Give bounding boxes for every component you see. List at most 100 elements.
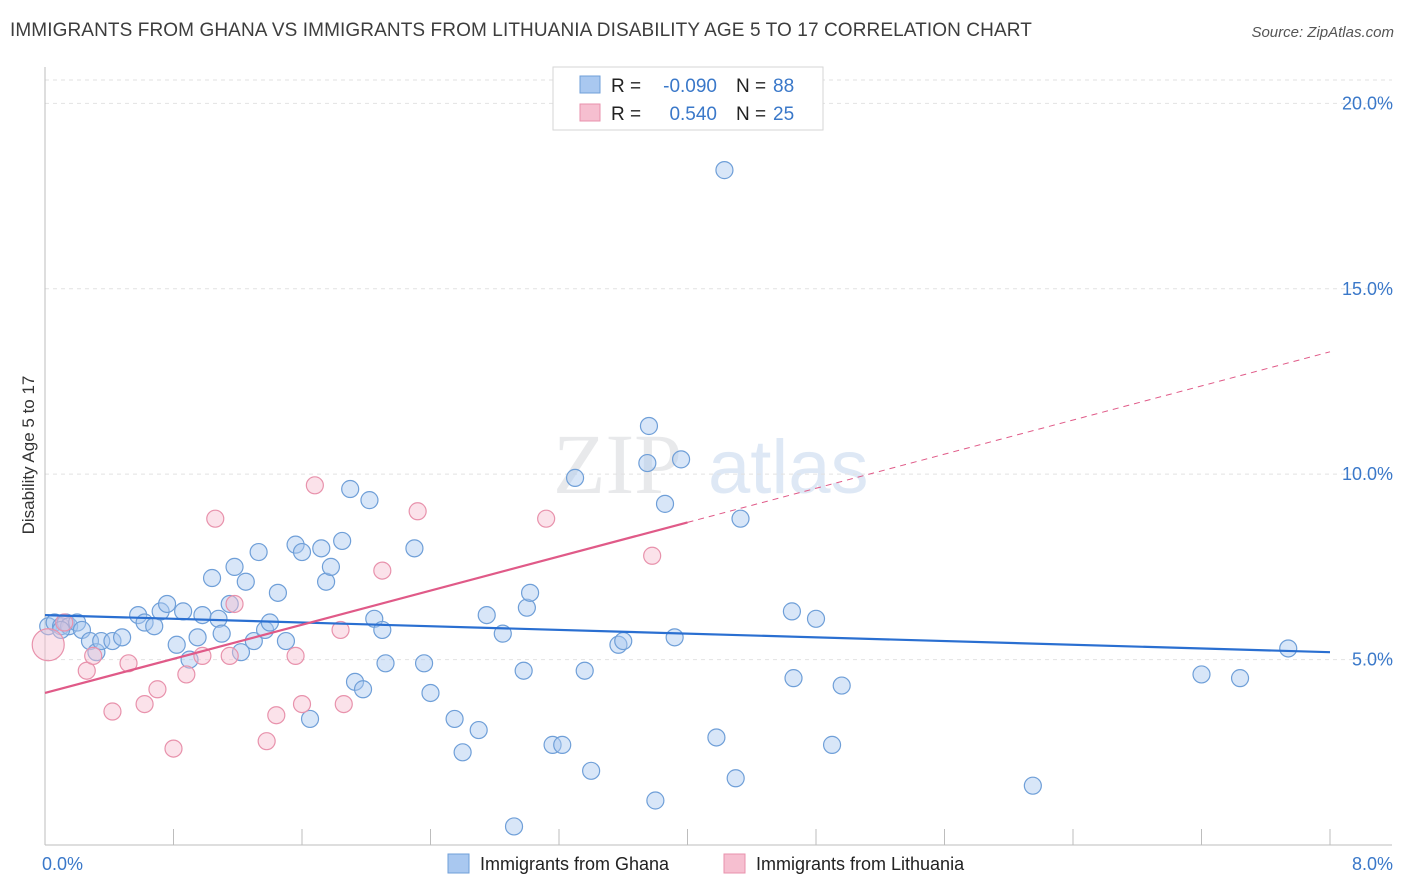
trend-line-lithuania-extension <box>687 351 1331 523</box>
point-ghana-52 <box>445 709 464 729</box>
point-ghana-57 <box>504 817 524 836</box>
bottom-legend-swatch-lithuania <box>723 853 746 874</box>
point-lithuania-18 <box>305 476 324 495</box>
point-ghana-22 <box>202 568 222 588</box>
point-ghana-67 <box>614 631 633 651</box>
legend-n-value-lithuania: 25 <box>773 104 794 125</box>
point-ghana-68 <box>638 453 657 473</box>
legend-n-label-lithuania: N = <box>736 104 766 125</box>
point-ghana-77 <box>731 509 750 528</box>
legend-n-label-ghana: N = <box>736 76 766 97</box>
point-ghana-51 <box>421 683 440 703</box>
legend-r-value-ghana: -0.090 <box>663 76 717 97</box>
watermark-atlas: atlas <box>708 425 869 510</box>
legend-n-value-ghana: 88 <box>773 76 794 97</box>
x-tick-labels: 0.0% 8.0% <box>42 854 1393 874</box>
point-lithuania-13 <box>225 594 244 614</box>
point-ghana-37 <box>300 709 320 729</box>
point-ghana-83 <box>1023 776 1042 795</box>
point-ghana-86 <box>1279 639 1298 658</box>
point-ghana-71 <box>655 494 675 513</box>
point-lithuania-8 <box>164 739 183 758</box>
point-ghana-15 <box>151 602 170 621</box>
point-ghana-18 <box>174 602 193 621</box>
point-lithuania-20 <box>334 694 353 714</box>
point-ghana-36 <box>292 542 312 562</box>
point-ghana-74 <box>715 161 734 180</box>
point-ghana-27 <box>231 643 251 662</box>
point-ghana-65 <box>582 761 601 780</box>
trend-line-lithuania <box>44 521 688 695</box>
point-ghana-78 <box>782 602 802 621</box>
point-ghana-55 <box>477 605 496 625</box>
point-ghana-35 <box>286 535 305 554</box>
point-ghana-21 <box>193 605 212 625</box>
legend-r-label-lithuania: R = <box>611 104 641 125</box>
point-lithuania-23 <box>537 509 556 528</box>
point-ghana-45 <box>360 491 379 510</box>
y-tick-labels: 5.0% 10.0% 15.0% 20.0% <box>1342 93 1393 669</box>
point-lithuania-22 <box>408 502 427 521</box>
point-lithuania-4 <box>103 702 122 721</box>
point-ghana-33 <box>268 583 288 602</box>
point-lithuania-19 <box>331 620 350 640</box>
point-ghana-59 <box>517 598 536 617</box>
point-ghana-80 <box>806 609 826 628</box>
series-ghana-points <box>39 161 1298 836</box>
series-legend: Immigrants from Ghana Immigrants from Li… <box>447 853 965 874</box>
point-lithuania-12 <box>220 646 239 665</box>
watermark: ZIP atlas <box>553 416 869 512</box>
y-tick-label-1: 10.0% <box>1342 464 1393 484</box>
source-label: Source: ZipAtlas.com <box>1251 24 1394 41</box>
point-ghana-70 <box>646 791 665 810</box>
point-lithuania-7 <box>148 680 167 699</box>
correlation-legend: R = -0.090 N = 88 R = 0.540 N = 25 <box>552 66 824 131</box>
point-ghana-28 <box>236 572 255 591</box>
y-tick-label-2: 15.0% <box>1342 279 1393 299</box>
point-ghana-75 <box>707 728 726 747</box>
point-ghana-58 <box>514 661 533 680</box>
point-lithuania-6 <box>135 694 154 714</box>
legend-swatch-ghana <box>579 75 601 94</box>
point-ghana-84 <box>1192 665 1211 684</box>
y-tick-label-3: 20.0% <box>1342 93 1393 113</box>
bottom-legend-label-lithuania: Immigrants from Lithuania <box>756 854 965 874</box>
axes <box>44 67 1392 846</box>
point-ghana-41 <box>333 531 352 551</box>
y-axis-label: Disability Age 5 to 17 <box>19 376 38 535</box>
bottom-legend-swatch-ghana <box>447 853 470 874</box>
y-tick-label-0: 5.0% <box>1352 650 1393 670</box>
point-lithuania-15 <box>267 706 286 725</box>
point-lithuania-3 <box>84 646 103 665</box>
legend-swatch-lithuania <box>579 103 601 122</box>
point-ghana-81 <box>822 735 842 754</box>
point-lithuania-9 <box>177 665 196 684</box>
point-ghana-12 <box>129 605 148 625</box>
point-ghana-40 <box>321 557 341 576</box>
point-ghana-69 <box>639 416 659 436</box>
point-lithuania-17 <box>292 694 312 714</box>
point-ghana-73 <box>671 450 691 469</box>
point-ghana-53 <box>453 743 472 762</box>
point-ghana-62 <box>553 735 572 754</box>
point-ghana-30 <box>249 542 268 562</box>
trend-line-ghana <box>44 613 1331 654</box>
point-lithuania-16 <box>286 646 305 665</box>
point-lithuania-11 <box>206 509 225 528</box>
chart-title: IMMIGRANTS FROM GHANA VS IMMIGRANTS FROM… <box>10 20 1032 41</box>
point-ghana-11 <box>112 628 132 647</box>
point-ghana-76 <box>726 769 745 788</box>
point-ghana-50 <box>414 654 434 673</box>
point-ghana-49 <box>405 539 424 558</box>
point-ghana-24 <box>212 624 231 643</box>
point-ghana-25 <box>220 594 239 614</box>
point-ghana-54 <box>469 720 488 740</box>
point-ghana-79 <box>784 669 803 688</box>
x-tick-label-max: 8.0% <box>1352 854 1393 874</box>
point-lithuania-24 <box>643 546 662 565</box>
point-ghana-16 <box>157 594 177 614</box>
point-ghana-85 <box>1230 669 1250 688</box>
point-ghana-63 <box>565 468 585 487</box>
point-ghana-48 <box>376 654 395 673</box>
